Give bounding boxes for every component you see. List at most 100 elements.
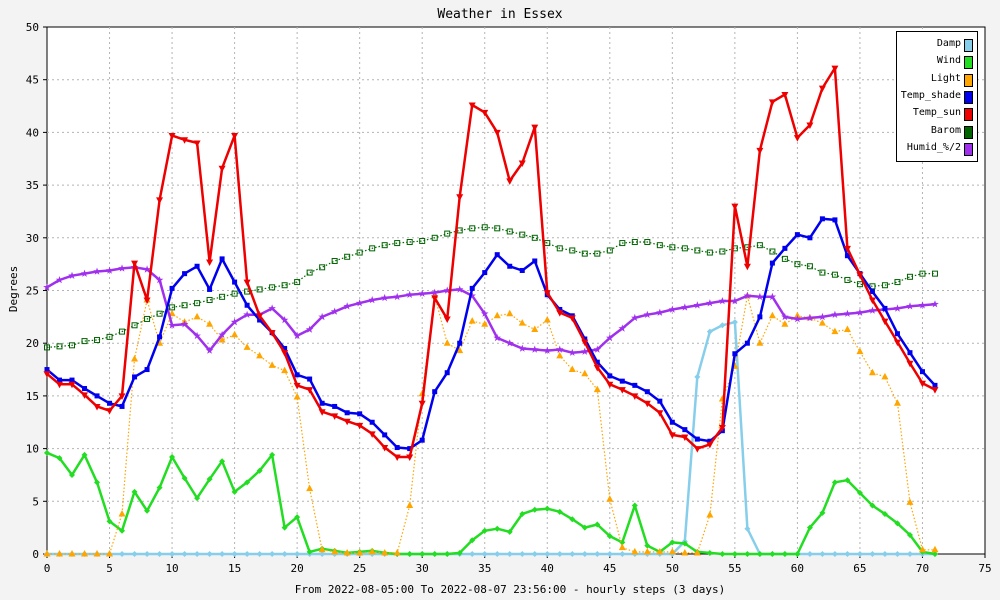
wind-point — [631, 502, 638, 509]
damp-point — [906, 551, 913, 557]
wind-point — [481, 527, 488, 534]
barom-point — [794, 261, 801, 268]
barom-point — [431, 234, 438, 241]
temp-sun-point — [856, 272, 864, 279]
temp-shade-point — [232, 279, 238, 285]
damp-point — [594, 551, 601, 557]
wind-point — [519, 510, 526, 517]
wind-point — [156, 484, 163, 491]
legend-item-light: Light — [897, 72, 977, 89]
temp-shade-point — [794, 232, 800, 238]
light-point — [581, 369, 589, 377]
damp-point — [519, 551, 526, 557]
humid-2-point — [143, 265, 151, 273]
barom-point — [394, 240, 401, 247]
temp-sun-point — [643, 400, 651, 408]
temp-sun-point — [43, 371, 51, 378]
damp-point — [694, 373, 701, 380]
legend-label: Temp_shade — [900, 89, 961, 101]
humid-2-point — [531, 345, 539, 353]
temp-sun-point — [431, 295, 439, 302]
temp-shade-point — [357, 411, 363, 417]
humid-2-point — [893, 304, 902, 312]
humid-2-point — [505, 339, 514, 347]
light-point — [68, 550, 76, 557]
barom-point — [356, 249, 363, 256]
y-tick-label: 25 — [26, 285, 39, 298]
temp-shade-point — [119, 403, 125, 409]
legend-item-humid-2: Humid_%/2 — [897, 141, 977, 158]
legend-item-damp: Damp — [897, 37, 977, 54]
damp-point — [744, 525, 751, 532]
damp-point — [494, 551, 501, 557]
wind-point — [531, 506, 538, 513]
temp-sun-point — [731, 203, 739, 211]
temp-shade-point — [432, 389, 438, 395]
humid-2-point — [330, 307, 339, 315]
damp-point — [281, 551, 288, 557]
barom-point — [444, 230, 451, 237]
damp-point — [606, 551, 613, 557]
wind-point — [794, 551, 801, 557]
light-point — [918, 545, 926, 553]
barom-point — [606, 247, 613, 254]
x-tick-label: 60 — [791, 562, 804, 575]
temp-sun-point — [618, 387, 626, 394]
barom-point — [831, 271, 838, 278]
y-tick-label: 45 — [26, 74, 39, 87]
humid-2-point — [280, 316, 289, 324]
temp-sun-point — [268, 330, 276, 337]
barom-point — [369, 245, 376, 252]
damp-point — [319, 551, 326, 557]
damp-point — [156, 551, 163, 557]
barom-point — [294, 279, 301, 286]
barom-point — [531, 234, 538, 241]
light-point — [643, 547, 651, 555]
legend-label: Light — [930, 72, 961, 84]
humid-2-point — [856, 308, 864, 316]
humid-2-point — [568, 348, 577, 356]
wind-point — [106, 518, 113, 525]
wind-point — [219, 458, 226, 465]
humid-2-point — [931, 300, 939, 308]
light-point — [518, 319, 526, 326]
light-point — [318, 545, 326, 553]
light-point — [906, 498, 914, 505]
temp-sun-point — [443, 316, 451, 323]
temp-shade-point — [207, 286, 213, 292]
barom-point — [856, 281, 863, 288]
temp-shade-point — [69, 377, 75, 383]
temp-shade-point — [644, 389, 650, 395]
wind-point — [431, 551, 438, 557]
wind-point — [194, 495, 201, 502]
temp-sun-point — [243, 279, 251, 287]
damp-point — [506, 551, 513, 557]
humid-2-point — [205, 346, 214, 354]
series-temp-sun — [43, 65, 939, 462]
temp-shade-point — [132, 374, 138, 380]
barom-point — [781, 255, 788, 262]
temp-sun-point — [231, 133, 239, 140]
temp-sun-point — [181, 137, 189, 144]
x-tick-label: 75 — [978, 562, 991, 575]
x-tick-label: 10 — [165, 562, 178, 575]
wind-point — [306, 548, 313, 555]
temp-sun-point — [493, 129, 501, 137]
light-point — [931, 545, 939, 553]
light-point — [131, 355, 139, 362]
legend-item-wind: Wind — [897, 54, 977, 71]
light-point — [456, 346, 464, 354]
wind-point — [906, 532, 913, 539]
temp-shade-point — [219, 256, 225, 262]
temp-sun-point — [218, 165, 226, 173]
temp-sun-point — [93, 403, 101, 411]
temp-shade-point — [82, 386, 88, 392]
light-point — [618, 543, 626, 551]
humid-2-point — [368, 296, 376, 304]
light-point — [693, 548, 701, 556]
wind-point — [281, 524, 288, 531]
y-tick-label: 0 — [32, 548, 39, 561]
light-point — [668, 547, 676, 555]
temp-shade-point — [932, 382, 938, 388]
barom-point — [669, 244, 676, 251]
